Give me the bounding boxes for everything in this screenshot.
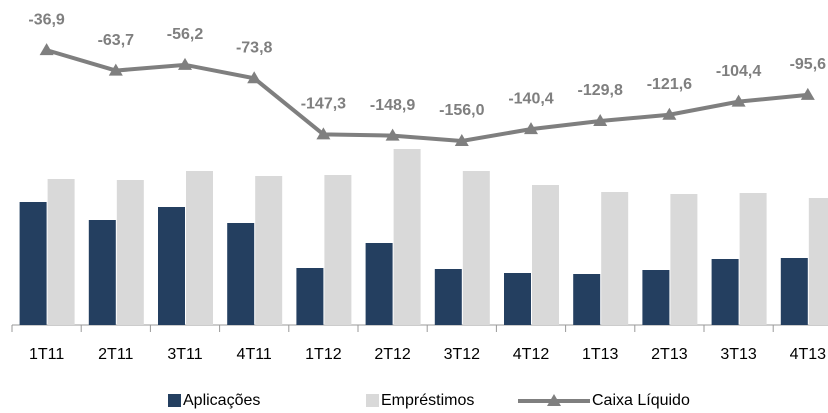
bar [47, 179, 75, 325]
data-label: -63,7 [98, 32, 135, 49]
bar [504, 273, 531, 325]
legend-swatch [366, 394, 379, 407]
data-label: -121,6 [647, 76, 692, 93]
line-marker [662, 107, 677, 120]
line-marker [39, 43, 54, 56]
bar [434, 269, 462, 325]
x-tick-label: 2T12 [374, 346, 411, 363]
data-label: -56,2 [167, 26, 204, 43]
data-label: -36,9 [28, 11, 65, 28]
x-tick-label: 1T11 [29, 346, 64, 363]
line-marker [800, 87, 815, 100]
x-tick-label: 1T13 [582, 346, 619, 363]
x-tick-label: 4T11 [237, 346, 272, 363]
bar [573, 274, 601, 325]
legend-swatch [168, 394, 181, 407]
data-label: -95,6 [790, 56, 827, 73]
line-marker [178, 57, 192, 70]
bar [393, 149, 421, 325]
legend-label: Caixa Líquido [592, 392, 690, 409]
x-tick-label: 1T12 [305, 346, 342, 363]
bar [670, 194, 698, 325]
line-marker [316, 127, 331, 140]
line-marker [593, 114, 608, 127]
line-marker [731, 94, 746, 107]
bar [158, 207, 185, 325]
x-tick-label: 2T13 [651, 346, 688, 363]
x-tick-label: 3T11 [167, 346, 202, 363]
line-marker [108, 63, 123, 76]
data-label: -104,4 [716, 63, 761, 80]
data-label: -129,8 [578, 82, 623, 99]
bar [186, 171, 213, 325]
bar [642, 270, 670, 325]
bar [88, 220, 116, 325]
data-label: -140,4 [508, 90, 553, 107]
bar [601, 192, 629, 325]
bar [227, 223, 255, 325]
x-tick-label: 2T11 [98, 346, 133, 363]
bar [711, 259, 739, 325]
bar [365, 243, 393, 325]
bar [296, 268, 324, 325]
data-label: -148,9 [370, 97, 415, 114]
x-tick-label: 4T12 [513, 346, 550, 363]
x-tick-label: 3T12 [444, 346, 481, 363]
legend-swatch [547, 394, 561, 406]
x-tick-label: 3T13 [720, 346, 757, 363]
legend-label: Empréstimos [381, 392, 474, 409]
bar [116, 180, 144, 325]
data-label: -147,3 [301, 96, 346, 113]
bar [780, 258, 808, 325]
legend-label: Aplicações [183, 392, 260, 409]
line-marker [247, 71, 262, 84]
line-marker [524, 122, 538, 135]
bar [255, 176, 283, 325]
line-marker [454, 134, 469, 147]
data-label: -156,0 [439, 102, 484, 119]
x-tick-label: 4T13 [790, 346, 827, 363]
bar [462, 171, 490, 325]
line-series [46, 48, 808, 144]
bar [324, 175, 352, 325]
data-label: -73,8 [236, 40, 273, 57]
line-marker [385, 128, 400, 141]
bar [532, 185, 559, 325]
bar [739, 193, 767, 325]
bar [808, 198, 828, 325]
bar [19, 202, 47, 325]
